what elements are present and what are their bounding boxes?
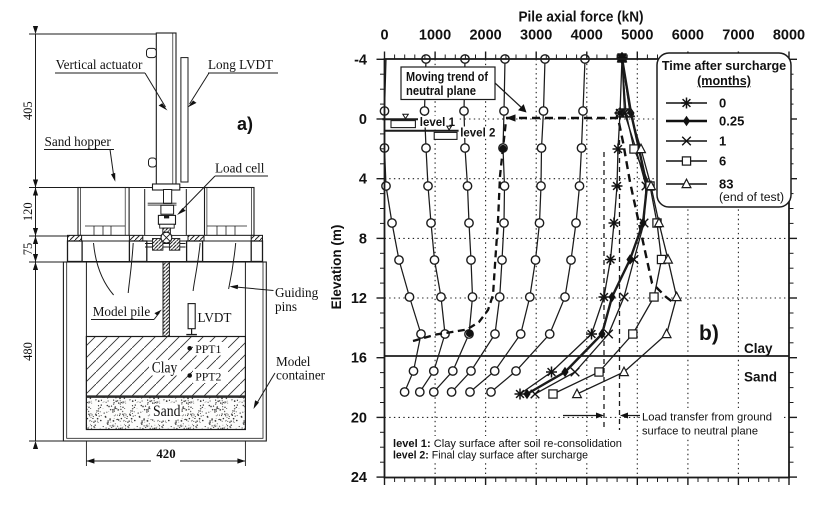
svg-text:level 2: Final clay surface af: level 2: Final clay surface after surcha… [393, 450, 588, 462]
svg-text:Load cell: Load cell [215, 161, 265, 176]
svg-text:8: 8 [359, 231, 367, 247]
svg-text:-4: -4 [354, 52, 367, 68]
svg-text:Model: Model [276, 354, 311, 369]
svg-text:Long LVDT: Long LVDT [208, 57, 273, 72]
svg-text:neutral plane: neutral plane [406, 83, 476, 98]
svg-text:Sand hopper: Sand hopper [45, 134, 112, 149]
svg-text:6: 6 [719, 154, 726, 169]
svg-text:PPT2: PPT2 [195, 370, 221, 384]
svg-text:480: 480 [21, 342, 35, 361]
svg-text:Elevation (m): Elevation (m) [329, 225, 344, 310]
svg-text:Clay: Clay [744, 341, 773, 356]
svg-text:5000: 5000 [621, 28, 653, 44]
svg-text:(months): (months) [697, 74, 751, 88]
svg-text:1: 1 [719, 134, 726, 149]
svg-text:Model pile: Model pile [93, 304, 151, 319]
svg-text:20: 20 [351, 410, 367, 426]
svg-text:120: 120 [21, 202, 35, 221]
svg-text:0: 0 [380, 28, 388, 44]
svg-text:level 1: level 1 [420, 117, 456, 129]
svg-text:24: 24 [351, 470, 367, 486]
svg-text:pins: pins [275, 299, 297, 314]
svg-text:Sand: Sand [744, 370, 777, 385]
svg-text:Pile axial force (kN): Pile axial force (kN) [519, 9, 644, 26]
svg-text:level 1: Clay surface after so: level 1: Clay surface after soil re-cons… [393, 438, 622, 450]
svg-text:Load transfer from ground: Load transfer from ground [642, 412, 772, 424]
svg-text:16: 16 [351, 351, 367, 367]
svg-text:6000: 6000 [672, 28, 704, 44]
svg-text:Guiding: Guiding [275, 285, 319, 300]
svg-text:Moving trend of: Moving trend of [406, 69, 489, 84]
svg-text:7000: 7000 [722, 28, 754, 44]
svg-text:LVDT: LVDT [198, 310, 232, 325]
svg-text:0: 0 [359, 112, 367, 128]
svg-text:level 2: level 2 [460, 128, 495, 140]
svg-text:1000: 1000 [419, 28, 451, 44]
svg-text:surface to neutral plane: surface to neutral plane [642, 426, 758, 438]
svg-text:2000: 2000 [469, 28, 501, 44]
svg-text:Clay: Clay [152, 360, 178, 377]
svg-text:0.25: 0.25 [719, 114, 744, 129]
svg-text:b): b) [699, 322, 719, 345]
svg-text:Sand: Sand [153, 403, 181, 420]
svg-text:75: 75 [21, 243, 35, 256]
svg-text:Time after surcharge: Time after surcharge [662, 59, 786, 73]
svg-text:4000: 4000 [571, 28, 603, 44]
svg-text:4: 4 [359, 172, 367, 188]
svg-text:Vertical actuator: Vertical actuator [56, 57, 143, 72]
svg-text:container: container [276, 368, 326, 383]
svg-text:83: 83 [719, 177, 733, 192]
svg-text:12: 12 [351, 291, 367, 307]
svg-text:405: 405 [21, 101, 35, 120]
svg-text:PPT1: PPT1 [195, 342, 221, 356]
svg-text:3000: 3000 [520, 28, 552, 44]
svg-text:0: 0 [719, 96, 726, 111]
svg-text:(end of test): (end of test) [719, 190, 784, 204]
svg-text:420: 420 [156, 447, 175, 461]
svg-text:8000: 8000 [773, 28, 805, 44]
svg-text:a): a) [237, 114, 253, 134]
